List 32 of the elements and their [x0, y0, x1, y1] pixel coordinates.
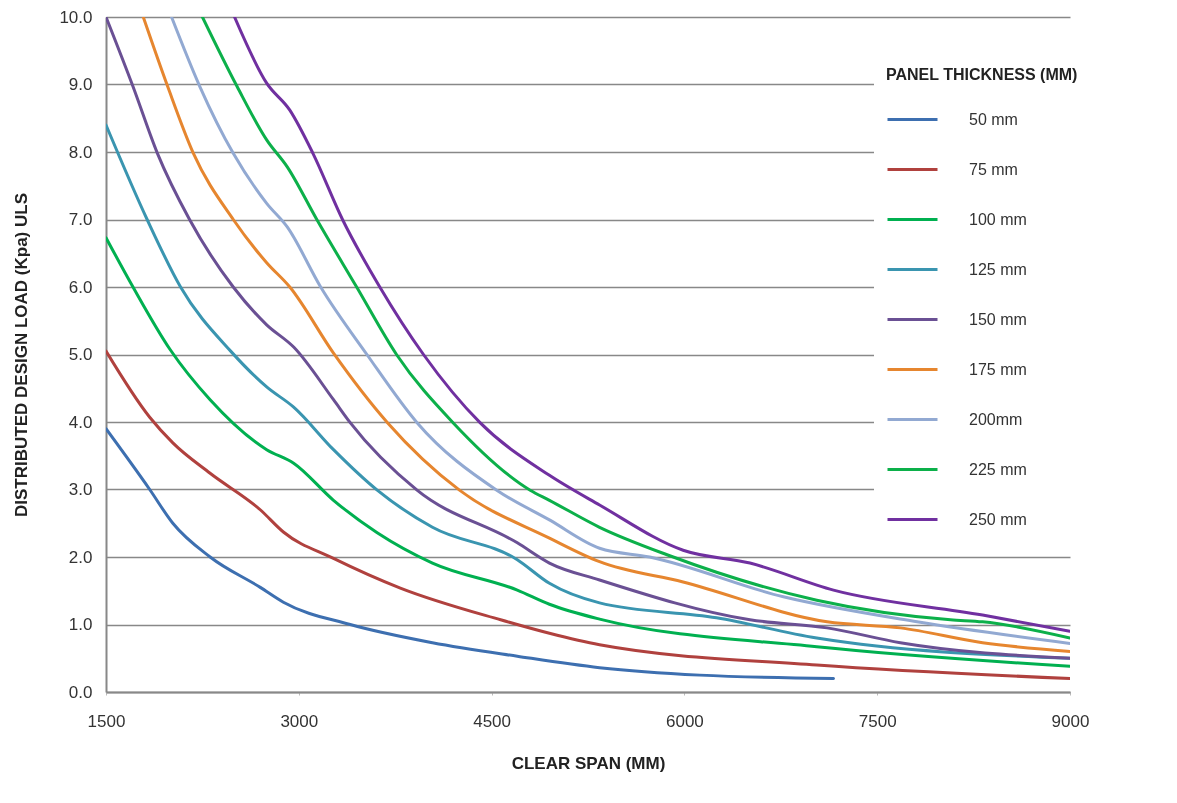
- legend-label: 125 mm: [969, 260, 1027, 278]
- y-tick-label: 7.0: [68, 210, 93, 229]
- x-tick-label: 7500: [858, 711, 897, 731]
- y-tick-label: 8.0: [68, 142, 93, 162]
- x-tick-label: 1500: [87, 711, 126, 731]
- legend-label: 100 mm: [969, 210, 1027, 228]
- y-tick-label: 0.0: [68, 682, 93, 702]
- y-tick-label: 3.0: [68, 480, 93, 499]
- x-tick-label: 4500: [473, 711, 512, 731]
- line-series: [106, 236, 1070, 668]
- y-tick-label: 5.0: [68, 345, 93, 364]
- line-series: [106, 349, 1070, 680]
- y-axis-title: DISTRIBUTED DESIGN LOAD (Kpa) ULS: [12, 193, 32, 517]
- legend-label: 200mm: [969, 410, 1023, 428]
- y-tick-label: 1.0: [68, 615, 93, 634]
- line-series: [106, 427, 835, 680]
- legend-label: 225 mm: [969, 460, 1027, 478]
- y-tick-label: 6.0: [68, 277, 93, 297]
- y-tick-label: 4.0: [68, 412, 93, 432]
- y-tick-label: 10.0: [59, 7, 93, 27]
- legend-title: PANEL THICKNESS (MM): [886, 66, 1078, 83]
- y-tick-label: 9.0: [68, 75, 93, 94]
- x-tick-label: 9000: [1051, 711, 1090, 731]
- legend-label: 150 mm: [969, 310, 1027, 328]
- x-tick-label: 3000: [280, 711, 319, 731]
- legend-label: 75 mm: [969, 160, 1018, 178]
- legend-label: 250 mm: [969, 510, 1027, 528]
- legend-label: 50 mm: [969, 110, 1018, 128]
- y-tick-label: 2.0: [68, 547, 93, 567]
- x-tick-label: 6000: [665, 711, 704, 731]
- x-axis-title: CLEAR SPAN (MM): [511, 753, 666, 773]
- legend-label: 175 mm: [969, 360, 1027, 378]
